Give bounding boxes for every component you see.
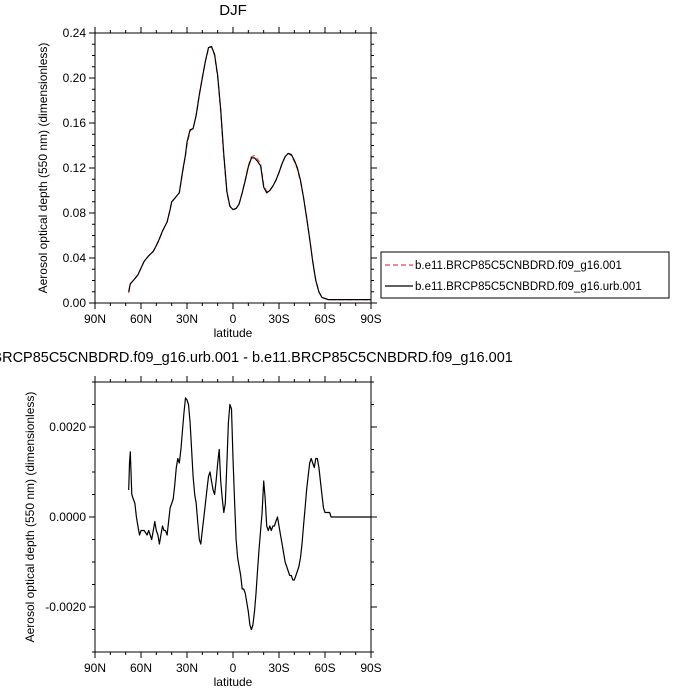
x-axis-label: latitude xyxy=(214,675,253,689)
x-tick-label: 90N xyxy=(84,312,106,326)
legend-label-1: b.e11.BRCP85C5CNBDRD.f09_g16.001 xyxy=(415,260,622,272)
x-tick-label: 60N xyxy=(130,312,152,326)
bottom-panel: 90N 60N 30N 0 30S 60S 90S latitude -0.0020 0.0000… xyxy=(23,376,382,689)
x-axis-label: latitude xyxy=(214,326,253,340)
plot-frame xyxy=(94,32,372,304)
x-tick-label: 60S xyxy=(314,661,335,675)
series-line-2 xyxy=(128,45,371,301)
series-line-1 xyxy=(128,45,371,301)
series-line-1 xyxy=(128,397,371,631)
y-tick-label: 0.24 xyxy=(63,26,87,40)
x-tick-label: 90S xyxy=(360,312,381,326)
y-tick-label: 0.00 xyxy=(63,296,87,310)
x-tick-label: 30S xyxy=(268,312,289,326)
y-tick-label: 0.0000 xyxy=(49,510,86,524)
y-tick-label: 0.04 xyxy=(63,251,87,265)
y-tick-label: -0.0020 xyxy=(45,600,86,614)
x-tick-label: 90N xyxy=(84,661,106,675)
y-tick-label: 0.0020 xyxy=(49,420,86,434)
x-tick-label: 60N xyxy=(130,661,152,675)
legend: b.e11.BRCP85C5CNBDRD.f09_g16.001 b.e11.BR… xyxy=(380,251,670,299)
top-panel: 90N 60N 30N 0 30S 60S 90S latitude 0.00 0.04 0.08 0… xyxy=(36,26,382,340)
y-axis-label: Aerosol optical depth (550 nm) (dimensio… xyxy=(36,43,50,294)
y-tick-label: 0.08 xyxy=(63,206,87,220)
y-tick-label: 0.12 xyxy=(63,161,87,175)
x-tick-label: 0 xyxy=(230,661,237,675)
x-tick-label: 90S xyxy=(360,661,381,675)
legend-label-2: b.e11.BRCP85C5CNBDRD.f09_g16.urb.001 xyxy=(415,281,642,293)
x-tick-label: 30N xyxy=(176,661,198,675)
x-tick-label: 0 xyxy=(230,312,237,326)
legend-frame xyxy=(380,251,670,299)
y-tick-label: 0.16 xyxy=(63,116,87,130)
y-tick-label: 0.20 xyxy=(63,71,87,85)
x-tick-label: 60S xyxy=(314,312,335,326)
x-tick-label: 30S xyxy=(268,661,289,675)
x-tick-label: 30N xyxy=(176,312,198,326)
top-panel-title: DJF xyxy=(219,2,247,19)
bottom-panel-title: b.e11.BRCP85C5CNBDRD.f09_g16.urb.001 - b… xyxy=(0,350,513,366)
y-axis-label: Aerosol optical depth (550 nm) (dimensio… xyxy=(23,392,37,643)
